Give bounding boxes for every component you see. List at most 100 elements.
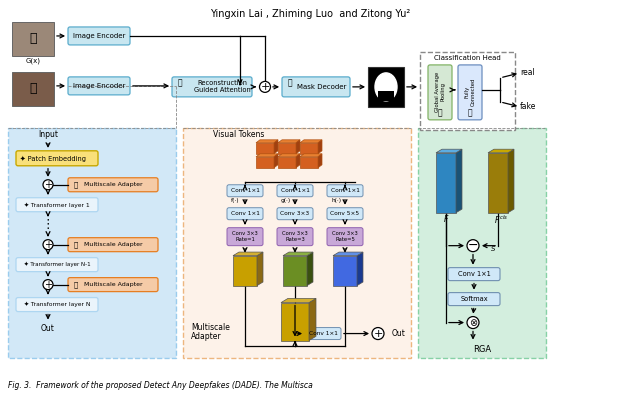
FancyBboxPatch shape <box>172 77 252 97</box>
FancyBboxPatch shape <box>327 208 363 220</box>
Text: ✦ Transformer layer 1: ✦ Transformer layer 1 <box>24 202 90 208</box>
Text: Conv 3×3
Rate=1: Conv 3×3 Rate=1 <box>232 231 258 242</box>
Circle shape <box>467 240 479 252</box>
FancyBboxPatch shape <box>368 67 404 107</box>
Ellipse shape <box>375 73 397 101</box>
Text: F: F <box>444 215 448 224</box>
Text: −: − <box>468 239 478 252</box>
FancyBboxPatch shape <box>278 157 296 168</box>
Text: Fully
Connected: Fully Connected <box>465 78 476 106</box>
FancyBboxPatch shape <box>428 65 452 120</box>
Circle shape <box>372 327 384 340</box>
Text: +: + <box>44 279 52 290</box>
Text: g(·): g(·) <box>281 198 291 203</box>
Polygon shape <box>300 154 322 157</box>
Circle shape <box>43 240 53 250</box>
Text: Conv 1×1: Conv 1×1 <box>458 271 490 277</box>
FancyBboxPatch shape <box>300 157 318 168</box>
Text: ✦ Patch Embedding: ✦ Patch Embedding <box>20 155 86 162</box>
Polygon shape <box>256 140 278 143</box>
FancyBboxPatch shape <box>327 185 363 197</box>
FancyBboxPatch shape <box>233 256 257 286</box>
Text: +: + <box>44 240 52 250</box>
Text: Classification Head: Classification Head <box>434 55 500 61</box>
Text: Yingxin Lai , Zhiming Luo  and Zitong Yu²: Yingxin Lai , Zhiming Luo and Zitong Yu² <box>210 9 410 19</box>
Polygon shape <box>278 140 300 143</box>
Polygon shape <box>278 154 300 157</box>
Text: Image Encoder: Image Encoder <box>73 33 125 39</box>
FancyBboxPatch shape <box>281 303 309 341</box>
FancyBboxPatch shape <box>436 153 456 213</box>
Polygon shape <box>283 252 313 256</box>
Text: S: S <box>491 246 495 252</box>
Text: 🔥: 🔥 <box>288 78 292 87</box>
FancyBboxPatch shape <box>256 143 274 154</box>
FancyBboxPatch shape <box>8 128 176 358</box>
Text: Conv 5×5: Conv 5×5 <box>330 211 360 216</box>
Polygon shape <box>274 154 278 168</box>
Text: Conv 3×3
Rate=5: Conv 3×3 Rate=5 <box>332 231 358 242</box>
Polygon shape <box>300 140 322 143</box>
FancyBboxPatch shape <box>282 77 350 97</box>
Polygon shape <box>307 252 313 286</box>
FancyBboxPatch shape <box>16 151 98 166</box>
Text: Multiscale Adapter: Multiscale Adapter <box>84 242 142 247</box>
Text: +: + <box>373 329 383 338</box>
Polygon shape <box>456 149 462 213</box>
FancyBboxPatch shape <box>68 178 158 192</box>
FancyBboxPatch shape <box>448 268 500 281</box>
Text: Multiscale Adapter: Multiscale Adapter <box>84 182 142 187</box>
Text: Conv 1×1: Conv 1×1 <box>280 188 309 193</box>
FancyBboxPatch shape <box>277 228 313 246</box>
Text: Reconstruction: Reconstruction <box>197 80 247 86</box>
Text: ✦ Transformer layer N-1: ✦ Transformer layer N-1 <box>24 262 90 268</box>
Text: Multiscale: Multiscale <box>191 323 230 332</box>
Text: 🔥: 🔥 <box>438 108 442 118</box>
FancyBboxPatch shape <box>327 228 363 246</box>
Polygon shape <box>256 154 278 157</box>
FancyBboxPatch shape <box>448 293 500 306</box>
FancyBboxPatch shape <box>420 52 515 130</box>
Text: ⊗: ⊗ <box>469 318 477 327</box>
Polygon shape <box>274 140 278 154</box>
Text: Adapter: Adapter <box>191 332 221 341</box>
Text: Visual Tokens: Visual Tokens <box>213 130 264 139</box>
Text: 🔥: 🔥 <box>74 281 78 288</box>
FancyBboxPatch shape <box>277 208 313 220</box>
Polygon shape <box>309 298 316 341</box>
Polygon shape <box>436 149 462 153</box>
FancyBboxPatch shape <box>227 185 263 197</box>
Circle shape <box>43 180 53 190</box>
Text: ✦ Transformer layer N: ✦ Transformer layer N <box>24 302 90 307</box>
Polygon shape <box>296 140 300 154</box>
Polygon shape <box>296 154 300 168</box>
FancyBboxPatch shape <box>418 128 546 358</box>
FancyBboxPatch shape <box>68 238 158 252</box>
FancyBboxPatch shape <box>68 277 158 292</box>
Text: Conv 1×1: Conv 1×1 <box>331 188 360 193</box>
Polygon shape <box>257 252 263 286</box>
Text: f(·): f(·) <box>231 198 239 203</box>
Text: +: + <box>44 180 52 190</box>
Polygon shape <box>357 252 363 286</box>
FancyBboxPatch shape <box>458 65 482 120</box>
Text: Conv 3×3
Rate=3: Conv 3×3 Rate=3 <box>282 231 308 242</box>
Text: Input: Input <box>38 130 58 139</box>
FancyBboxPatch shape <box>16 298 98 312</box>
FancyBboxPatch shape <box>378 91 394 101</box>
Text: G(x): G(x) <box>26 58 40 64</box>
FancyBboxPatch shape <box>16 258 98 272</box>
FancyBboxPatch shape <box>256 157 274 168</box>
Circle shape <box>467 317 479 329</box>
Text: Out: Out <box>41 324 55 333</box>
Polygon shape <box>333 252 363 256</box>
FancyBboxPatch shape <box>12 22 54 56</box>
Circle shape <box>259 81 271 92</box>
Text: +: + <box>260 82 269 92</box>
FancyBboxPatch shape <box>300 143 318 154</box>
Polygon shape <box>318 140 322 154</box>
Text: Conv 1×1: Conv 1×1 <box>230 211 259 216</box>
FancyBboxPatch shape <box>305 327 341 340</box>
Text: Softmax: Softmax <box>460 296 488 302</box>
FancyBboxPatch shape <box>68 77 130 95</box>
